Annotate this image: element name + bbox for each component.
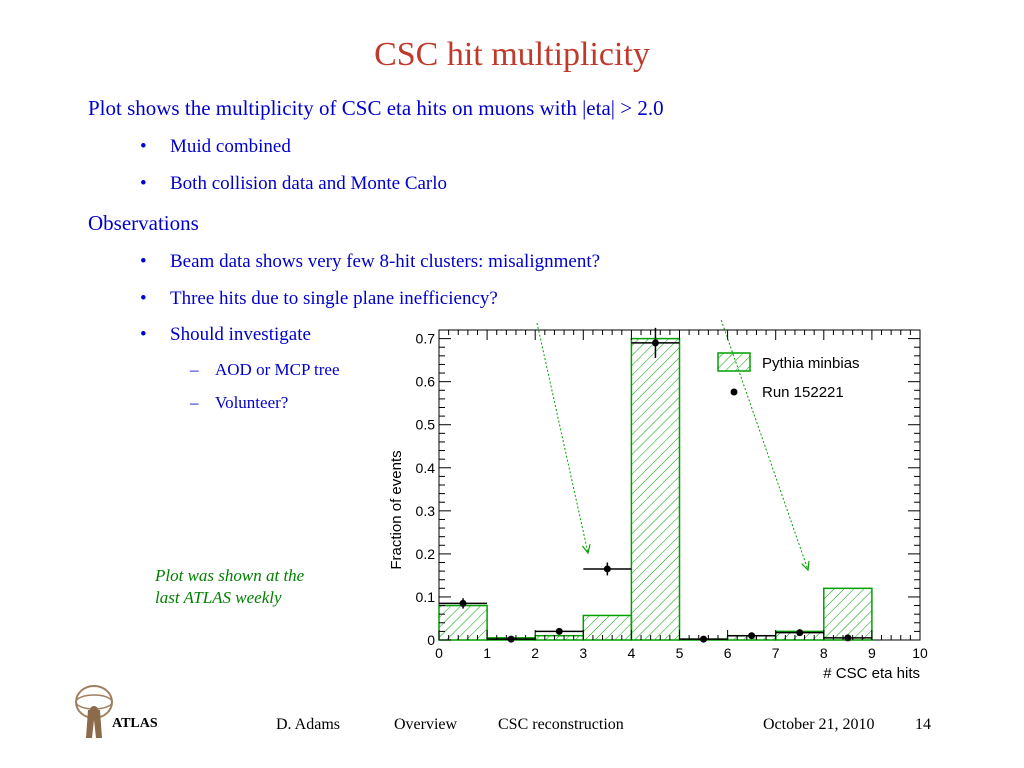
x-tick-label: 1	[483, 645, 491, 661]
data-point	[603, 565, 611, 573]
bullet-dot: •	[140, 324, 147, 345]
subbullet-text: Volunteer?	[215, 393, 289, 412]
legend-mc-swatch	[717, 352, 751, 372]
data-point	[844, 634, 852, 642]
slide-title: CSC hit multiplicity	[374, 36, 650, 73]
y-tick-label: 0.7	[416, 331, 436, 347]
mc-bar	[582, 614, 633, 641]
x-tick-label: 6	[724, 645, 732, 661]
x-tick-label: 9	[868, 645, 876, 661]
dash: –	[190, 360, 199, 379]
bullet-investigate: • Should investigate	[140, 324, 311, 346]
data-point	[651, 339, 659, 347]
bullet-beam: • Beam data shows very few 8-hit clusters…	[140, 251, 600, 273]
data-point	[700, 635, 708, 643]
legend-data-label: Run 152221	[762, 384, 844, 401]
x-tick-label: 10	[912, 645, 928, 661]
data-point	[555, 627, 563, 635]
dash: –	[190, 393, 199, 412]
mc-bar	[630, 337, 681, 641]
y-axis-label: Fraction of events	[388, 450, 405, 569]
bullet-dot: •	[140, 288, 147, 309]
mc-bar	[534, 634, 585, 641]
y-tick-label: 0	[427, 632, 435, 648]
legend-data-marker	[730, 388, 738, 396]
bullet-dot: •	[140, 136, 147, 157]
y-tick-label: 0.3	[416, 503, 436, 519]
bullet-dot: •	[140, 251, 147, 272]
mc-bar	[438, 604, 488, 641]
bullet-three-hits: • Three hits due to single plane ineffici…	[140, 288, 498, 310]
x-axis-label: # CSC eta hits	[823, 665, 920, 682]
data-point	[507, 635, 515, 643]
legend-mc-label: Pythia minbias	[762, 355, 860, 372]
x-tick-label: 8	[820, 645, 828, 661]
observations-heading: Observations	[88, 211, 199, 235]
y-tick-label: 0.5	[416, 417, 436, 433]
x-tick-label: 2	[531, 645, 539, 661]
bullet-data-mc: • Both collision data and Monte Carlo	[140, 173, 447, 195]
footer-author: D. Adams	[276, 716, 340, 733]
plot-note: Plot was shown at the last ATLAS weekly	[155, 565, 304, 609]
note-line-1: Plot was shown at the	[155, 566, 305, 585]
bullet-text: Should investigate	[170, 324, 311, 345]
footer-date: October 21, 2010	[763, 716, 875, 733]
atlas-logo-icon	[75, 685, 113, 738]
subbullet-aod: – AOD or MCP tree	[190, 360, 340, 380]
footer-page-number: 14	[915, 716, 931, 733]
bullet-text: Muid combined	[170, 136, 291, 157]
bullet-muid: • Muid combined	[140, 136, 291, 158]
subbullet-text: AOD or MCP tree	[215, 360, 340, 379]
annotation-arrow-three-hits	[536, 322, 589, 554]
x-tick-label: 4	[628, 645, 636, 661]
bullet-text: Both collision data and Monte Carlo	[170, 173, 448, 194]
annotation-arrow-eight-hits	[720, 320, 809, 571]
bullet-text: Beam data shows very few 8-hit clusters:…	[170, 251, 601, 272]
mc-bar	[823, 587, 873, 641]
subbullet-volunteer: – Volunteer?	[190, 393, 288, 413]
y-tick-label: 0.2	[416, 546, 436, 562]
footer-topic: CSC reconstruction	[498, 716, 624, 733]
y-tick-label: 0.4	[416, 460, 436, 476]
data-point	[796, 629, 804, 637]
y-tick-label: 0.1	[416, 589, 436, 605]
bullet-dot: •	[140, 173, 147, 194]
x-tick-label: 3	[579, 645, 587, 661]
note-line-2: last ATLAS weekly	[155, 588, 282, 607]
footer-section: Overview	[394, 716, 458, 733]
csc-hits-histogram: 0 1 2 3 4 5 6 7 8 9 10 0 0.1 0.2 0.3 0.4 0.5 0.6 0.7 Fract…	[388, 320, 928, 682]
intro-text: Plot shows the multiplicity of CSC eta h…	[88, 96, 664, 120]
x-tick-label: 0	[435, 645, 443, 661]
x-tick-label: 7	[772, 645, 780, 661]
y-tick-label: 0.6	[416, 374, 436, 390]
bullet-text: Three hits due to single plane inefficie…	[170, 288, 498, 309]
data-point	[459, 599, 467, 607]
data-point	[748, 632, 756, 640]
annotation-arrow-three-hits-head	[581, 544, 591, 555]
annotation-arrow-eight-hits-head	[801, 560, 810, 572]
x-tick-label: 5	[676, 645, 684, 661]
atlas-logo-text: ATLAS	[112, 716, 158, 731]
